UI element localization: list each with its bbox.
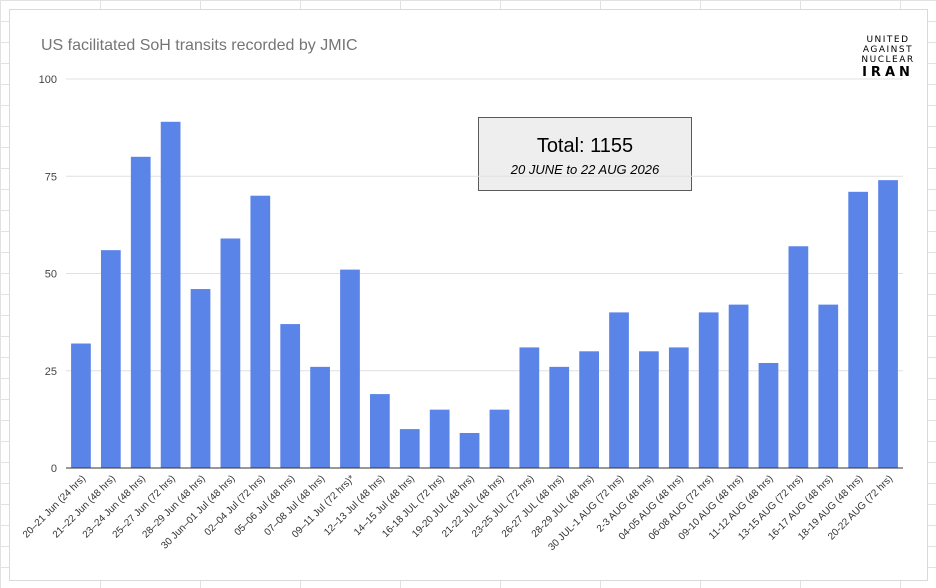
y-tick-label: 75 bbox=[45, 171, 57, 183]
bar[interactable] bbox=[728, 304, 749, 468]
y-tick-label: 50 bbox=[45, 269, 57, 281]
bar[interactable] bbox=[609, 312, 629, 468]
bar[interactable] bbox=[579, 351, 599, 468]
total-annotation-box: Total: 1155 20 JUNE to 22 AUG 2026 bbox=[478, 117, 692, 191]
total-label: Total: 1155 bbox=[536, 135, 634, 157]
bar[interactable] bbox=[878, 180, 898, 468]
unaniran-logo: UNITED AGAINST NUCLEAR IRAN bbox=[858, 35, 918, 80]
bar[interactable] bbox=[310, 366, 330, 468]
logo-line-nuclear: NUCLEAR bbox=[861, 55, 915, 65]
logo-line-iran: IRAN bbox=[862, 65, 914, 80]
bar[interactable] bbox=[71, 343, 91, 468]
bar[interactable] bbox=[280, 324, 301, 468]
date-range-label: 20 JUNE to 22 AUG 2026 bbox=[510, 162, 660, 177]
bar[interactable] bbox=[100, 250, 121, 468]
bar[interactable] bbox=[758, 362, 779, 468]
bar[interactable] bbox=[639, 351, 659, 468]
bar[interactable] bbox=[668, 347, 689, 468]
bar[interactable] bbox=[340, 269, 360, 468]
y-tick-label: 0 bbox=[51, 463, 57, 475]
y-tick-label: 100 bbox=[39, 74, 57, 86]
y-tick-label: 25 bbox=[45, 366, 57, 378]
bar[interactable] bbox=[220, 238, 241, 468]
bar[interactable] bbox=[489, 409, 510, 468]
bar[interactable] bbox=[250, 195, 271, 468]
bar[interactable] bbox=[848, 191, 869, 468]
bar[interactable] bbox=[788, 246, 809, 468]
bar[interactable] bbox=[698, 312, 719, 468]
chart-card[interactable]: US facilitated SoH transits recorded by … bbox=[9, 9, 928, 581]
bar[interactable] bbox=[370, 394, 390, 468]
bar[interactable] bbox=[818, 304, 839, 468]
bar[interactable] bbox=[160, 121, 181, 468]
logo-line-united: UNITED bbox=[866, 35, 910, 45]
chart-title: US facilitated SoH transits recorded by … bbox=[41, 37, 358, 54]
bar[interactable] bbox=[519, 347, 540, 468]
bar[interactable] bbox=[549, 366, 570, 468]
bar[interactable] bbox=[190, 289, 211, 468]
bar[interactable] bbox=[429, 409, 450, 468]
bar[interactable] bbox=[130, 156, 151, 469]
logo-line-against: AGAINST bbox=[862, 45, 914, 55]
bar[interactable] bbox=[459, 432, 480, 468]
bar[interactable] bbox=[399, 429, 420, 468]
